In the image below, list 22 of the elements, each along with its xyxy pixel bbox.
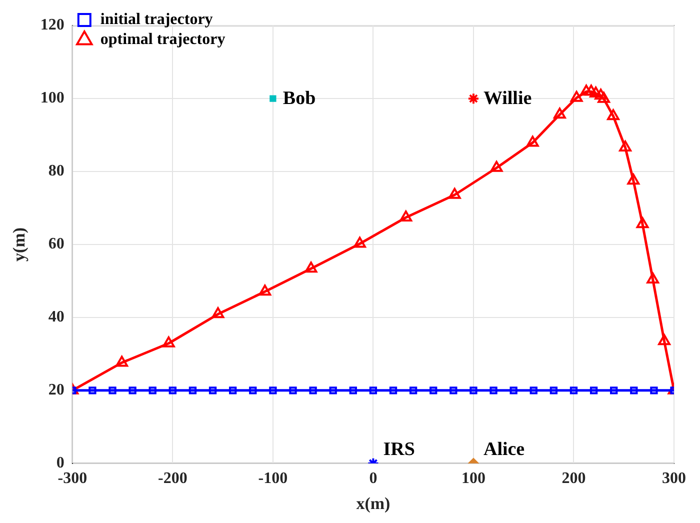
x-tick-label: -300 [58,470,88,488]
series-label: Willie [483,88,532,109]
x-tick-label: -100 [258,470,288,488]
series-label: Alice [483,438,525,460]
y-tick-label: 60 [48,236,64,253]
x-tick-label: 300 [662,470,686,488]
y-tick-label: 20 [48,382,64,399]
legend-label: optimal trajectory [100,31,226,48]
series-label: Bob [282,88,316,109]
x-axis-title: x(m) [356,494,390,514]
x-tick-label: 200 [562,470,586,488]
y-tick-label: 40 [48,308,64,326]
y-tick-label: 120 [40,16,64,34]
series-label: IRS [383,438,415,460]
x-tick-label: 0 [369,470,378,488]
legend-label: initial trajectory [100,11,213,28]
y-tick-label: 100 [40,90,64,107]
y-tick-label: 80 [48,162,64,180]
x-tick-label: 100 [461,470,486,488]
x-tick-label: -200 [158,470,188,488]
y-tick-label: 0 [56,454,64,472]
y-axis-title: y(m) [10,228,29,262]
